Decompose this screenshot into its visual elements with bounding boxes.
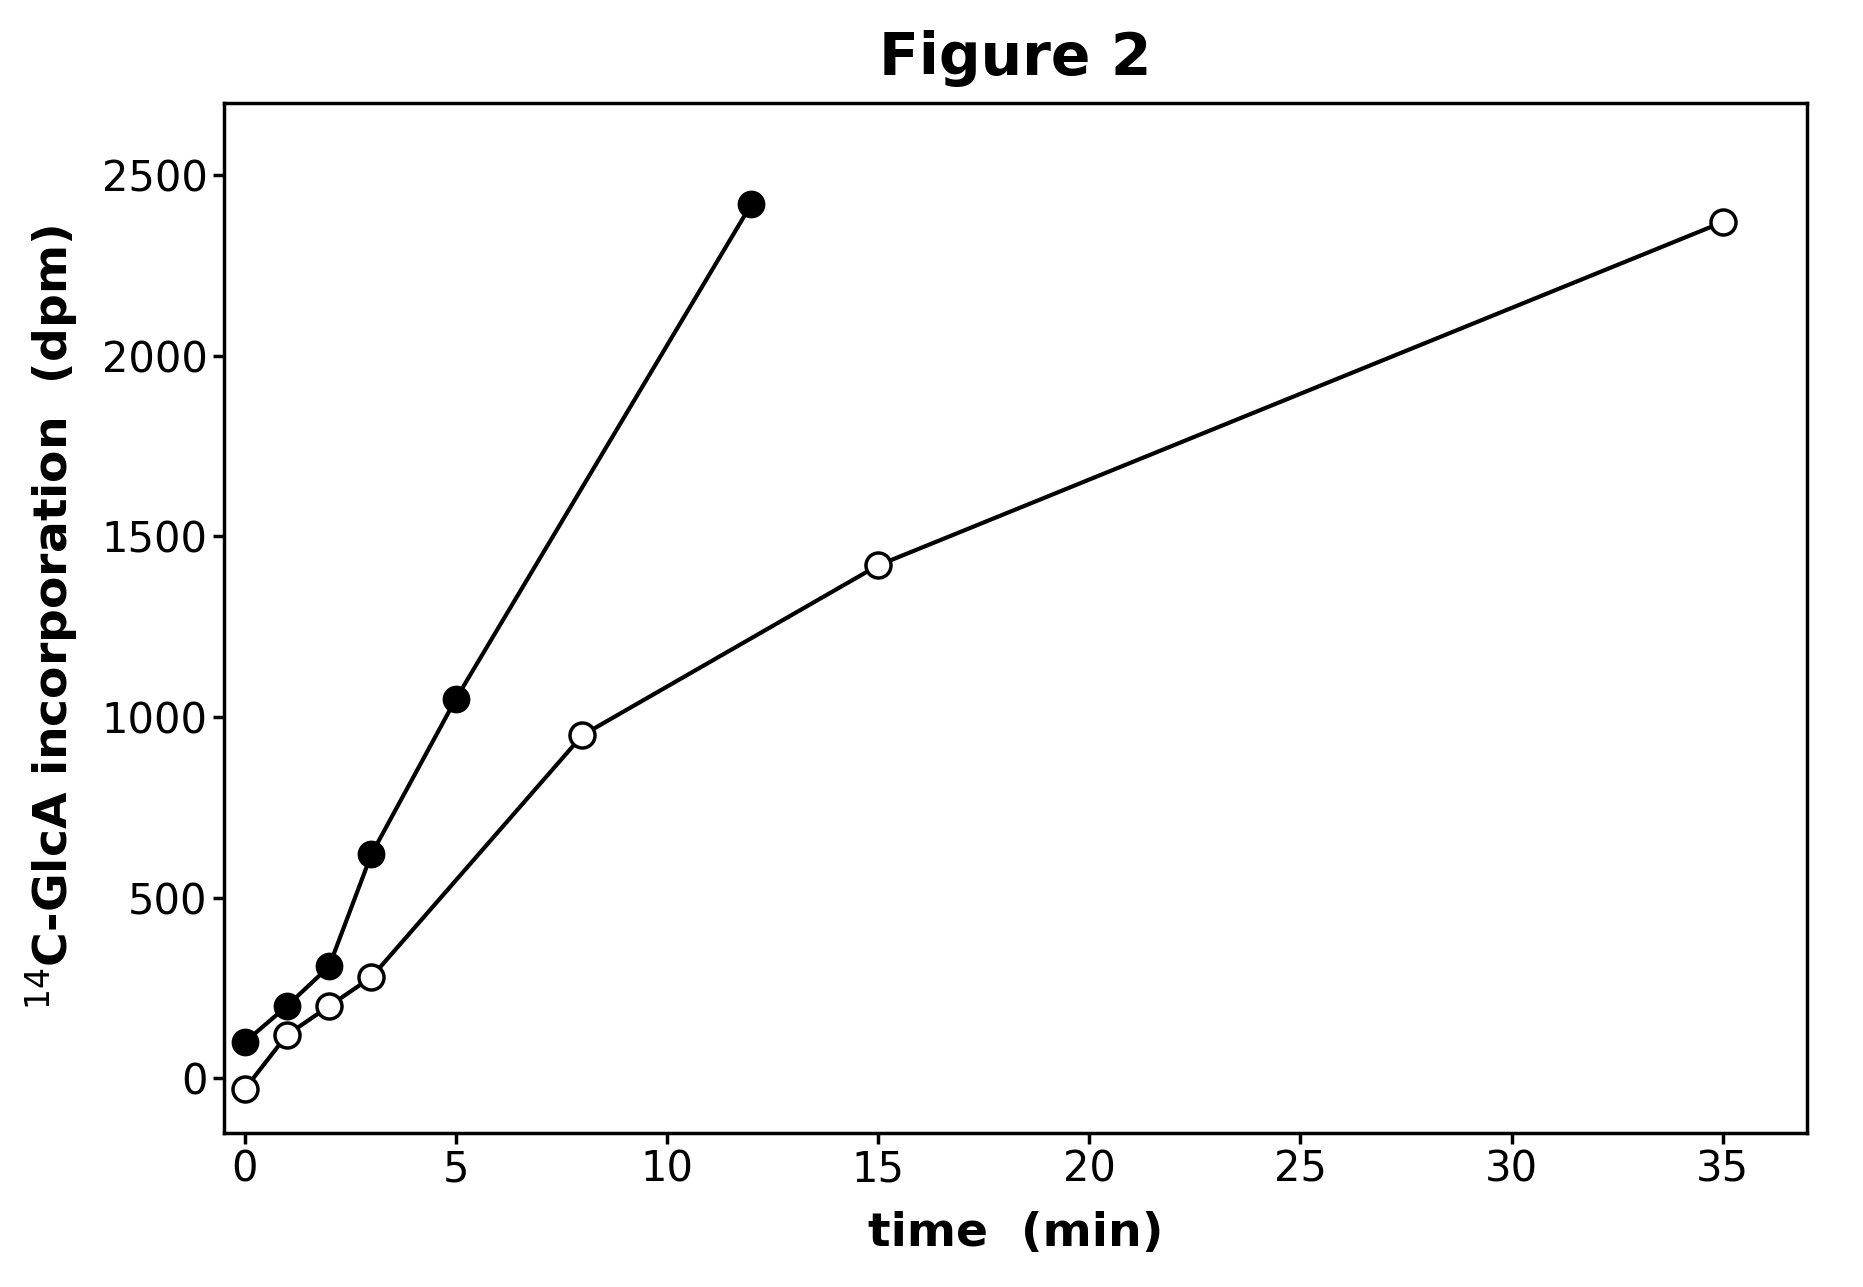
X-axis label: time  (min): time (min) [868,1211,1163,1256]
Title: Figure 2: Figure 2 [879,30,1151,88]
Y-axis label: $^{14}$C-GlcA incorporation  (dpm): $^{14}$C-GlcA incorporation (dpm) [22,225,80,1010]
